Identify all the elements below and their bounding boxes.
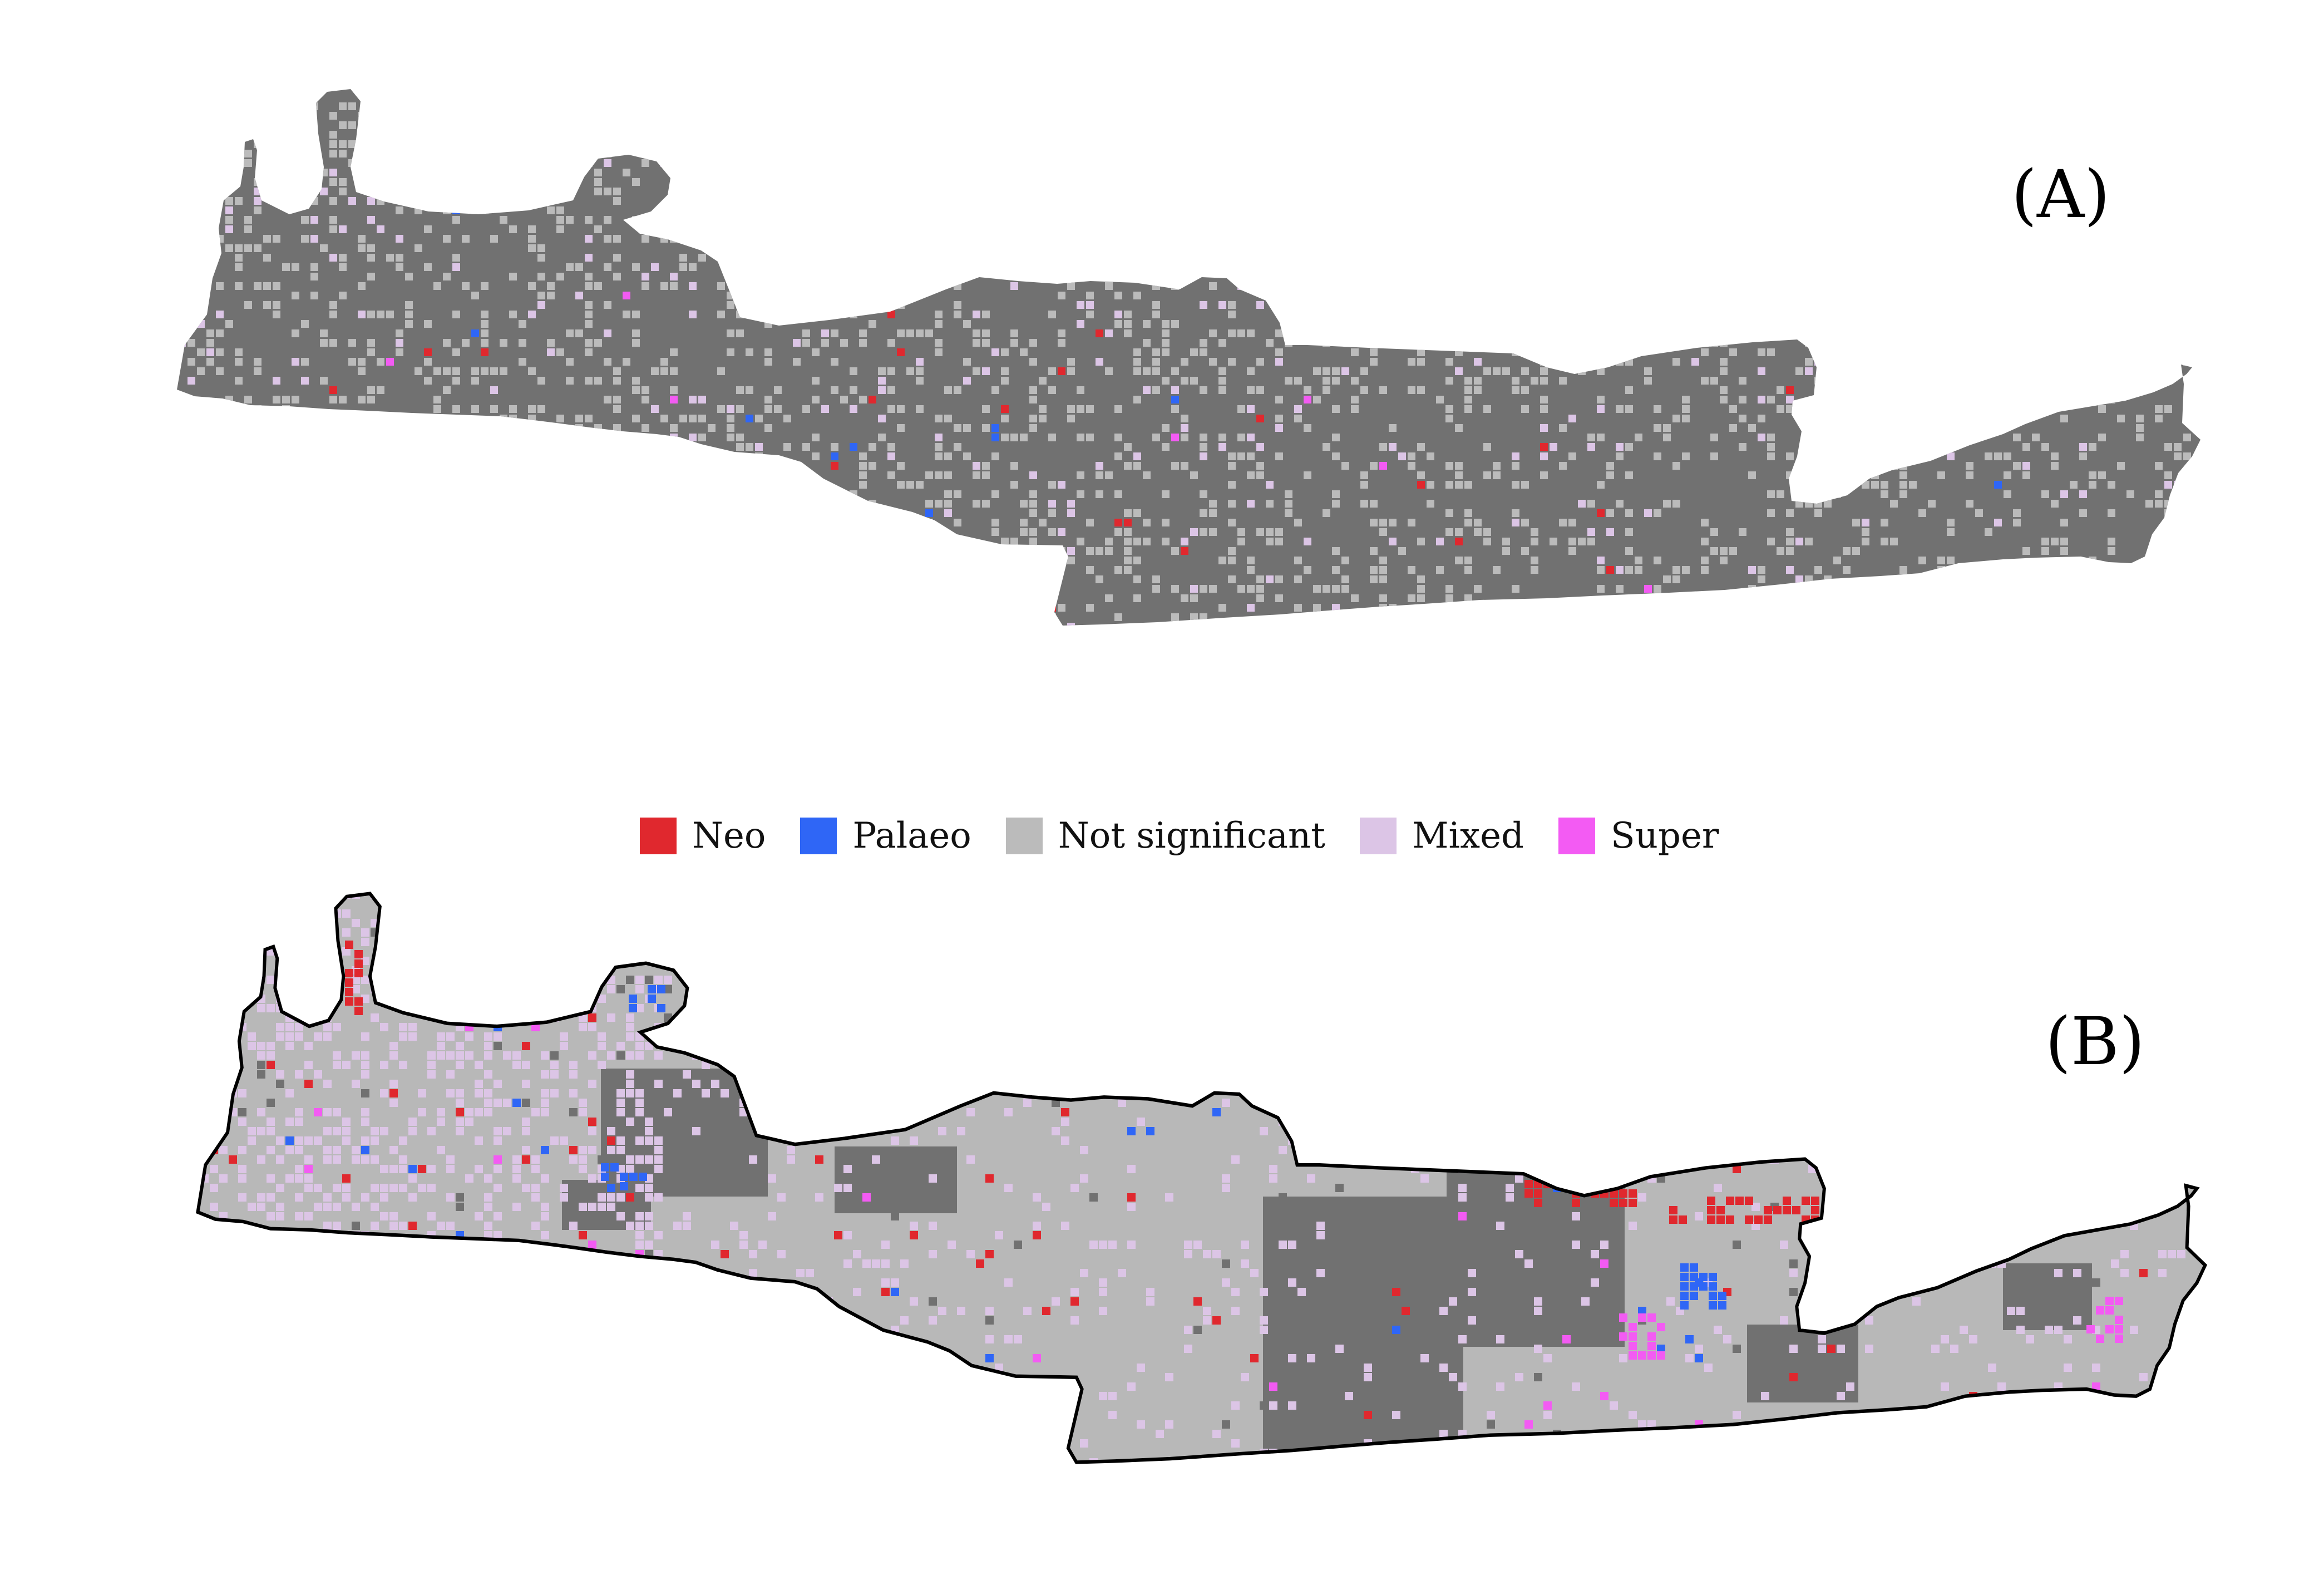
legend-swatch-mixed — [1359, 818, 1397, 854]
legend-label-neo: Neo — [692, 815, 766, 857]
legend-swatch-super — [1558, 818, 1595, 854]
legend-item-palaeo: Palaeo — [800, 815, 971, 857]
legend-item-neo: Neo — [640, 815, 766, 857]
legend: Neo Palaeo Not significant Mixed Super — [640, 814, 1753, 858]
panel-b-label: (B) — [2045, 1003, 2145, 1080]
legend-item-not-significant: Not significant — [1005, 815, 1325, 857]
panel-a-label: (A) — [2011, 156, 2110, 233]
legend-label-palaeo: Palaeo — [852, 815, 971, 857]
legend-label-super: Super — [1610, 815, 1719, 857]
legend-label-mixed: Mixed — [1412, 815, 1524, 857]
legend-swatch-palaeo — [800, 818, 837, 854]
legend-item-mixed: Mixed — [1359, 815, 1524, 857]
legend-swatch-neo — [640, 818, 677, 854]
legend-item-super: Super — [1558, 815, 1719, 857]
panel-a-map — [177, 89, 2200, 626]
legend-label-not-significant: Not significant — [1058, 815, 1325, 857]
panel-b-map — [198, 890, 2214, 1486]
legend-swatch-not-significant — [1005, 818, 1043, 854]
panel-b-island — [198, 893, 2205, 1463]
